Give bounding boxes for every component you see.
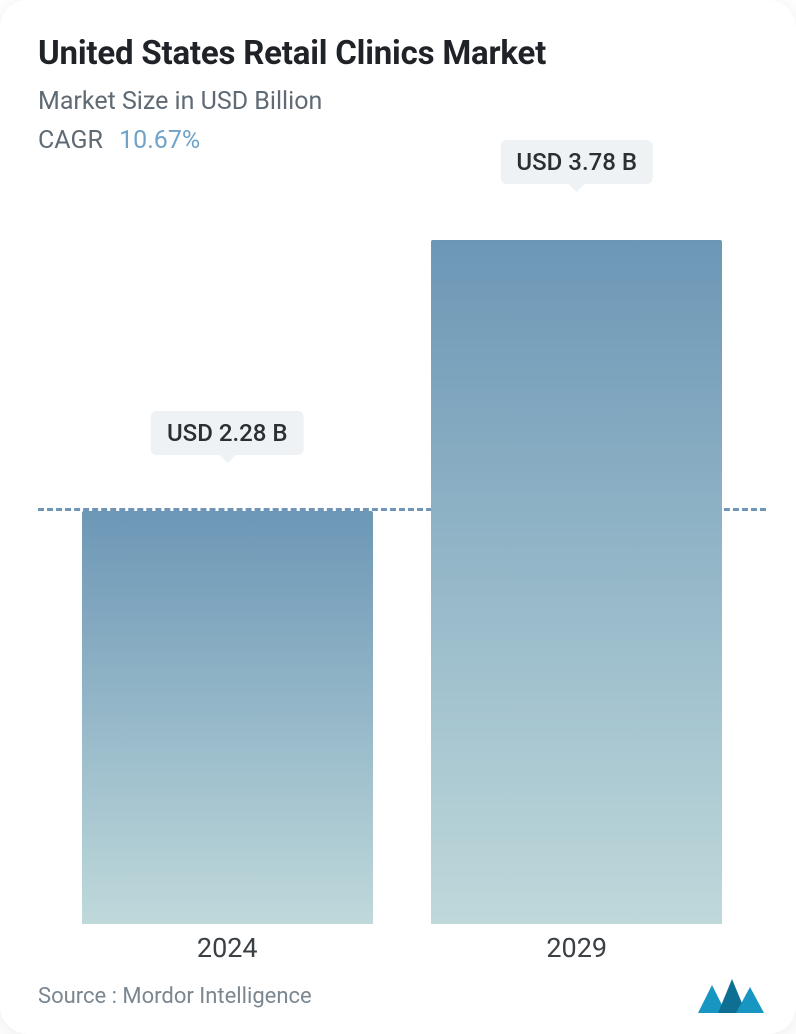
chart-subtitle: Market Size in USD Billion	[38, 87, 766, 116]
chart-card: United States Retail Clinics Market Mark…	[0, 0, 796, 1034]
chart-title: United States Retail Clinics Market	[38, 34, 766, 73]
x-axis-label: 2024	[197, 932, 258, 964]
cagr-value: 10.67%	[119, 126, 200, 155]
bar	[82, 511, 373, 924]
value-pill: USD 3.78 B	[500, 140, 653, 184]
x-axis-labels: 2024 2029	[38, 932, 766, 972]
cagr-label: CAGR	[38, 126, 103, 155]
chart-footer: Source : Mordor Intelligence	[38, 976, 766, 1016]
x-axis-label: 2029	[546, 932, 607, 964]
chart-area: USD 2.28 BUSD 3.78 B	[38, 180, 766, 924]
value-pill: USD 2.28 B	[151, 411, 304, 455]
chart-plot: USD 2.28 BUSD 3.78 B	[38, 180, 766, 924]
brand-logo-icon	[696, 977, 766, 1015]
bar	[431, 240, 722, 924]
cagr-row: CAGR 10.67%	[38, 126, 766, 155]
source-attribution: Source : Mordor Intelligence	[38, 984, 312, 1009]
